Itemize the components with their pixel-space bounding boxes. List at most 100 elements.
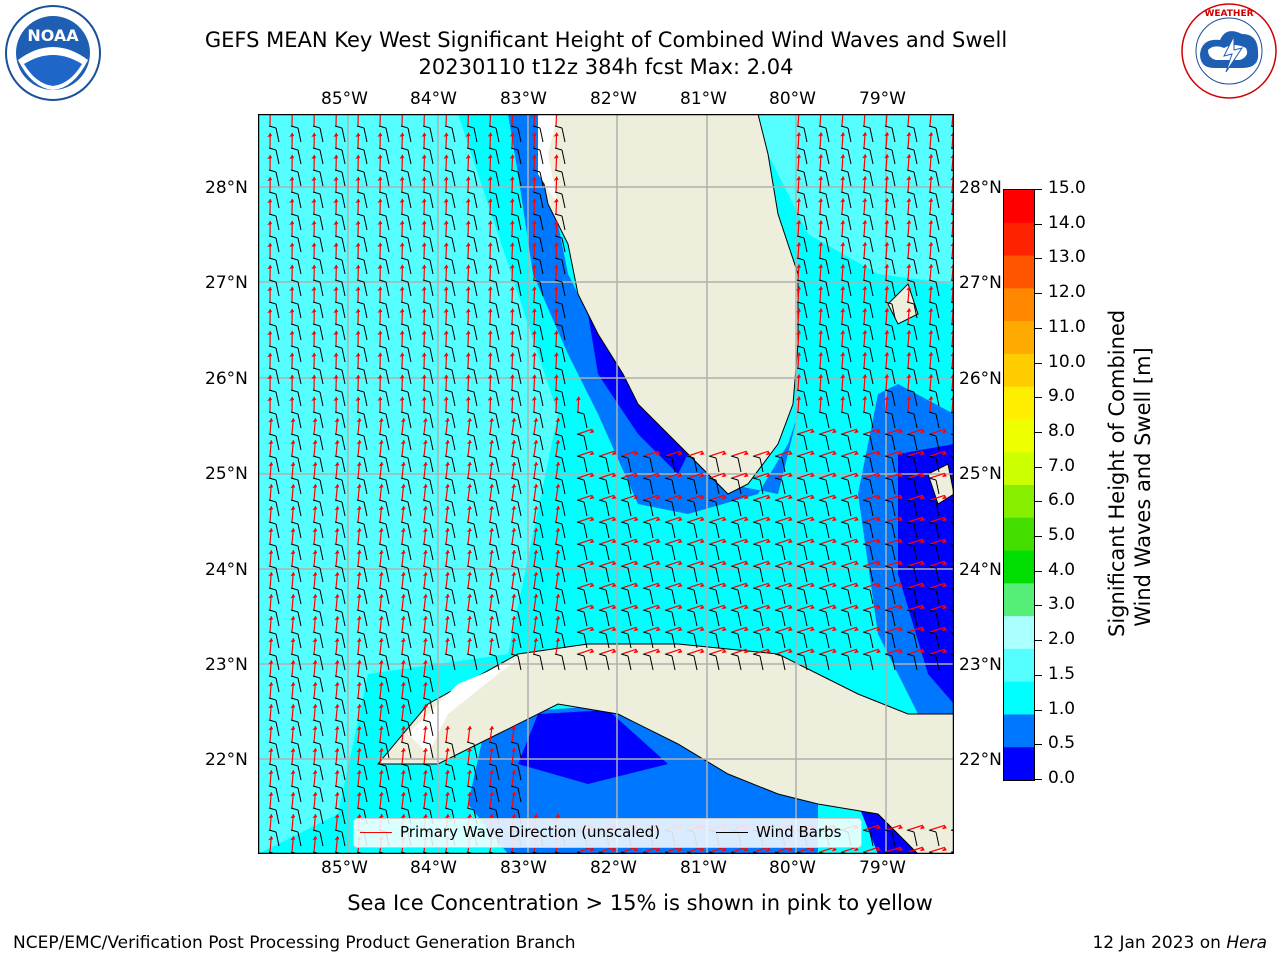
wind-barb <box>488 345 500 363</box>
wind-barb <box>510 609 522 627</box>
wave-arrow-head <box>699 451 705 456</box>
colorbar-tick-label: 7.0 <box>1048 455 1076 476</box>
wave-arrow-head <box>355 198 361 203</box>
wind-barb <box>554 301 566 319</box>
wind-barb <box>312 235 324 253</box>
wave-arrow-head <box>312 704 318 709</box>
wind-barb <box>422 191 434 209</box>
wave-arrow-head <box>399 352 405 357</box>
wind-barb <box>862 169 874 187</box>
wave-arrow-head <box>553 198 559 203</box>
wind-barb <box>532 125 544 143</box>
wind-barb <box>466 191 478 209</box>
wave-direction-arrow <box>863 538 879 545</box>
wave-arrow-head <box>589 649 595 654</box>
wave-arrow-head <box>553 220 559 225</box>
wave-arrow-head <box>466 440 472 445</box>
wind-barb <box>840 521 852 539</box>
wind-barb <box>400 631 412 649</box>
wave-arrow-head <box>809 605 815 610</box>
wave-arrow-head <box>818 242 824 247</box>
wave-arrow-head <box>377 220 383 225</box>
wind-barb <box>488 763 500 781</box>
wave-arrow-head <box>421 308 427 313</box>
wind-barb <box>378 345 390 363</box>
wind-barb <box>928 169 940 187</box>
wave-arrow-head <box>809 517 815 522</box>
wind-barb <box>268 147 280 165</box>
wave-arrow-head <box>290 594 296 599</box>
wave-arrow-head <box>444 594 450 599</box>
wave-direction-arrow <box>753 846 769 853</box>
wave-arrow-head <box>487 154 493 159</box>
colorbar-tick-label: 8.0 <box>1048 420 1076 441</box>
wave-direction-arrow <box>797 516 813 523</box>
wind-barb <box>774 587 786 605</box>
wave-arrow-head <box>334 814 340 819</box>
wave-direction-arrow <box>709 494 725 501</box>
wave-arrow-head <box>268 594 274 599</box>
wave-arrow-head <box>466 550 472 555</box>
wind-barb <box>884 389 896 407</box>
wave-arrow-head <box>589 495 595 500</box>
wave-direction-arrow <box>709 626 725 633</box>
wave-arrow-head <box>444 792 450 797</box>
wave-arrow-head <box>334 484 340 489</box>
wind-barb <box>840 587 852 605</box>
wave-arrow-head <box>466 770 472 775</box>
wind-barb <box>334 829 346 847</box>
wind-barb <box>378 609 390 627</box>
wave-arrow-head <box>831 429 837 434</box>
wave-arrow-head <box>400 726 406 731</box>
wave-arrow-head <box>444 726 450 731</box>
wind-barb <box>290 609 302 627</box>
wave-arrow-head <box>268 660 274 665</box>
wind-barb <box>312 257 324 275</box>
wind-barb <box>290 543 302 561</box>
wind-barb <box>290 631 302 649</box>
wave-direction-arrow <box>731 516 747 523</box>
wave-arrow-head <box>533 814 539 819</box>
wave-arrow-head <box>633 517 639 522</box>
wave-direction-arrow <box>907 472 924 479</box>
wave-direction-arrow <box>731 582 747 589</box>
wind-barb <box>290 741 302 759</box>
wind-barb <box>400 257 412 275</box>
wave-arrow-head <box>840 330 846 335</box>
wind-barb-swatch <box>716 831 748 833</box>
wind-barb <box>378 697 390 715</box>
wave-direction-arrow <box>489 110 492 127</box>
wind-barb <box>290 367 302 385</box>
wave-arrow-head <box>796 220 802 225</box>
wind-barb <box>378 719 390 737</box>
wind-barb <box>378 213 390 231</box>
wind-barb <box>554 367 566 385</box>
wave-arrow-head <box>443 220 449 225</box>
wave-direction-arrow <box>577 516 593 523</box>
wind-barb <box>378 147 390 165</box>
wave-arrow-head <box>290 638 296 643</box>
wind-barb <box>290 499 302 517</box>
wave-direction-arrow <box>797 604 813 611</box>
wave-arrow-head <box>334 660 340 665</box>
wind-barb <box>290 433 302 451</box>
wave-direction-arrow <box>709 604 725 611</box>
wind-barb <box>752 587 764 605</box>
wave-arrow-head <box>906 264 912 269</box>
wind-barb <box>686 565 698 583</box>
wave-arrow-head <box>765 517 771 522</box>
wind-barb <box>488 609 500 627</box>
wave-arrow-head <box>677 561 683 566</box>
wave-arrow-head <box>312 484 318 489</box>
wave-arrow-head <box>511 616 517 621</box>
wind-barb <box>510 235 522 253</box>
wind-barb <box>378 521 390 539</box>
wind-barb <box>378 543 390 561</box>
wave-arrow-head <box>465 352 471 357</box>
wind-barb <box>510 323 522 341</box>
wave-arrow-head <box>906 176 912 181</box>
wind-barb <box>796 367 808 385</box>
wave-arrow-head <box>356 572 362 577</box>
wave-arrow-head <box>333 286 339 291</box>
wave-arrow-head <box>743 495 749 500</box>
